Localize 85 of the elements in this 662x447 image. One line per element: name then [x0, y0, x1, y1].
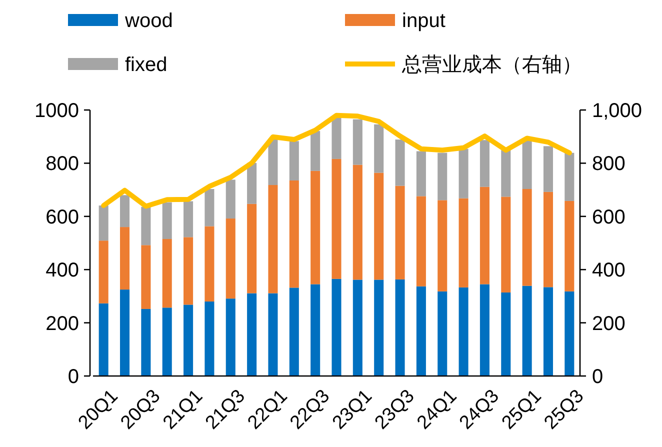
legend-label: 总营业成本（右轴） [401, 54, 582, 76]
bar [416, 151, 426, 196]
bar [395, 279, 405, 376]
bar [352, 119, 362, 165]
bar [289, 141, 299, 180]
bar [120, 195, 130, 228]
bar [458, 148, 468, 198]
bar [289, 180, 299, 288]
bar [332, 278, 342, 376]
bar [395, 186, 405, 280]
bar [184, 304, 194, 376]
bar [543, 192, 554, 288]
bar [395, 140, 405, 186]
y-tick-label: 1000 [34, 100, 79, 122]
legend-label: input [402, 10, 446, 32]
bar [501, 292, 511, 376]
bar [332, 158, 342, 279]
bar [162, 239, 172, 308]
bar [543, 287, 554, 376]
bar [162, 308, 172, 376]
y-tick-label: 200 [46, 312, 79, 335]
bar [564, 200, 574, 292]
bar [480, 284, 490, 376]
bar [352, 164, 362, 280]
bar [543, 146, 554, 192]
y2-tick-label: 400 [592, 260, 626, 282]
bar [416, 286, 426, 376]
bar [141, 245, 151, 309]
bar [480, 186, 490, 284]
bar [458, 287, 468, 376]
bar [247, 293, 257, 376]
bar [374, 172, 384, 280]
bar [564, 152, 574, 201]
bar [120, 227, 130, 290]
y-tick-label: 600 [46, 206, 79, 228]
bar [268, 138, 278, 186]
bar [289, 288, 299, 376]
bar [204, 302, 214, 376]
bar [458, 198, 468, 288]
bar [184, 237, 194, 305]
y2-tick-label: 800 [592, 153, 626, 176]
bar [247, 204, 257, 294]
bar [522, 286, 532, 376]
bar [268, 293, 278, 376]
bar [98, 303, 108, 376]
bar [438, 152, 448, 200]
bar [564, 291, 574, 376]
legend-label: wood [124, 10, 173, 32]
y2-tick-label: 1,000 [592, 100, 642, 122]
bar [204, 189, 214, 226]
bar [374, 124, 384, 173]
bar [98, 240, 108, 304]
bar [226, 180, 236, 219]
y2-tick-label: 0 [592, 366, 604, 388]
bar [480, 140, 490, 187]
y2-tick-label: 600 [592, 206, 626, 228]
bar [501, 150, 511, 197]
bar [416, 196, 426, 286]
bar [226, 298, 236, 376]
bar [522, 140, 532, 189]
bar [438, 291, 448, 376]
y2-tick-label: 200 [592, 312, 626, 335]
y-tick-label: 800 [46, 153, 79, 176]
bar [501, 196, 511, 292]
bar [310, 131, 320, 171]
bar [247, 162, 257, 204]
bar [120, 290, 130, 376]
bar [352, 280, 362, 376]
bar [204, 226, 214, 302]
bar [522, 189, 532, 286]
bar [438, 200, 448, 292]
bar [98, 205, 108, 241]
legend-label: fixed [125, 54, 168, 76]
bar [310, 284, 320, 376]
bar [141, 206, 151, 246]
bar [268, 185, 278, 294]
bar [226, 218, 236, 299]
bar [184, 201, 194, 238]
y-tick-label: 400 [46, 260, 79, 282]
bar [162, 202, 172, 240]
bar [332, 118, 342, 159]
bar [310, 170, 320, 284]
y-tick-label: 0 [68, 366, 79, 388]
bar [141, 308, 151, 376]
bar [374, 280, 384, 376]
